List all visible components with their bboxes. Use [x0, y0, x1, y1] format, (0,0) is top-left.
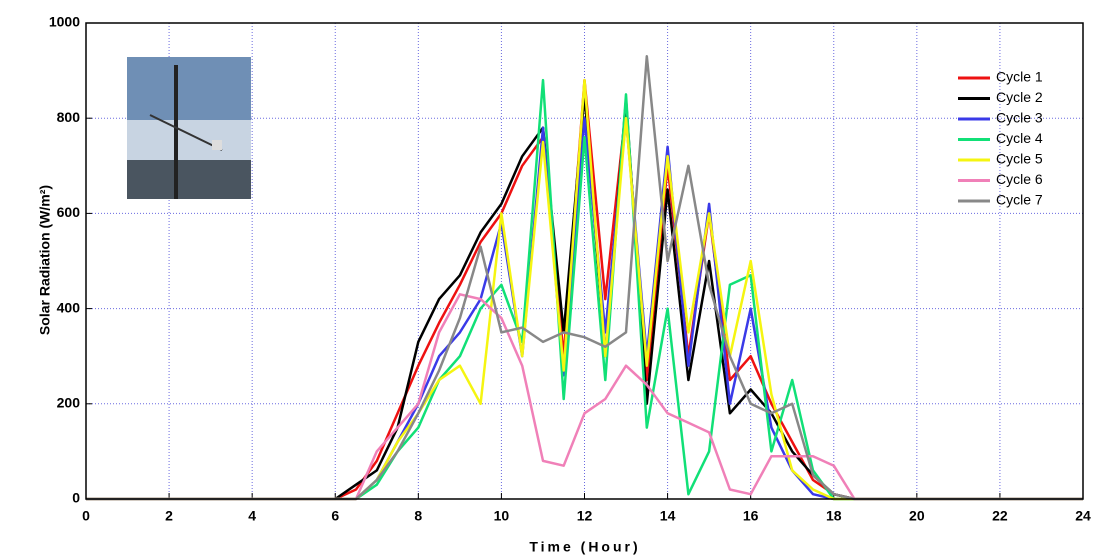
series-line	[86, 78, 1083, 501]
legend-label: Cycle 6	[996, 171, 1043, 187]
x-tick-label: 0	[82, 508, 90, 524]
x-axis-label: Time (Hour)	[529, 539, 640, 555]
y-tick-label: 200	[57, 395, 81, 411]
x-tick-label: 10	[494, 508, 510, 524]
x-tick-label: 6	[331, 508, 339, 524]
y-tick-label: 800	[57, 109, 81, 125]
series-line	[86, 78, 1083, 501]
y-axis-label: Solar Radiation (W/m²)	[37, 185, 53, 335]
x-tick-label: 12	[577, 508, 593, 524]
legend-label: Cycle 4	[996, 130, 1043, 146]
x-tick-label: 16	[743, 508, 759, 524]
x-tick-label: 2	[165, 508, 173, 524]
plot-frame	[85, 22, 1084, 500]
x-tick-label: 4	[248, 508, 256, 524]
y-tick-label: 0	[72, 490, 80, 506]
legend-label: Cycle 1	[996, 69, 1043, 85]
x-tick-label: 14	[660, 508, 676, 524]
x-tick-label: 22	[992, 508, 1008, 524]
legend-label: Cycle 3	[996, 110, 1043, 126]
x-tick-label: 24	[1075, 508, 1091, 524]
series-line	[86, 55, 1083, 501]
x-tick-label: 20	[909, 508, 925, 524]
legend-label: Cycle 7	[996, 192, 1043, 208]
y-tick-label: 1000	[49, 14, 80, 30]
x-tick-label: 18	[826, 508, 842, 524]
inset-photo	[127, 57, 251, 199]
x-tick-label: 8	[414, 508, 422, 524]
series-line	[86, 78, 1083, 501]
y-tick-label: 400	[57, 299, 81, 315]
legend-label: Cycle 2	[996, 89, 1043, 105]
y-tick-label: 600	[57, 204, 81, 220]
legend-label: Cycle 5	[996, 151, 1043, 167]
series-line	[86, 293, 1083, 501]
